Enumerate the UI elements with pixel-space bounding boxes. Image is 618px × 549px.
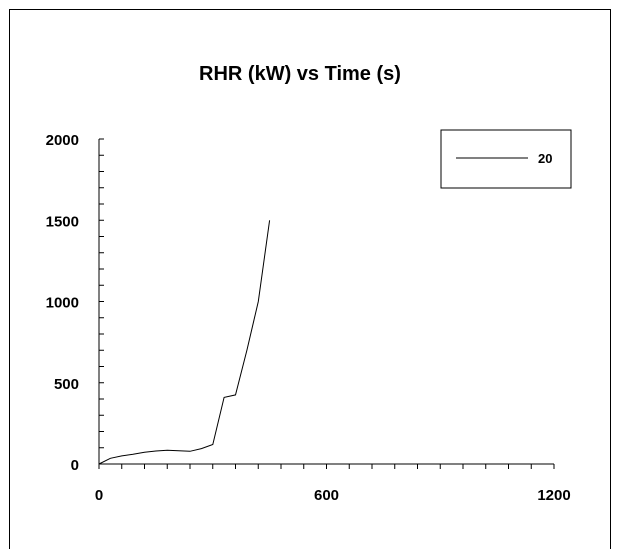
series-layer (98, 220, 271, 465)
legend: 20 (440, 129, 572, 189)
x-tick-label: 1200 (537, 487, 570, 504)
y-tick-label: 2000 (46, 132, 79, 149)
y-tick-label: 500 (54, 376, 79, 393)
tick-labels: 0 600 1200 0 500 1000 1500 2000 (46, 132, 571, 504)
ticks (98, 138, 555, 469)
y-tick-label: 1000 (46, 295, 79, 312)
y-tick-label: 1500 (46, 213, 79, 230)
series-line-20 (98, 220, 271, 465)
legend-box (440, 129, 572, 189)
x-tick-label: 600 (314, 487, 339, 504)
x-tick-label: 0 (95, 487, 103, 504)
legend-label-series: 20 (538, 151, 552, 166)
y-tick-label: 0 (71, 457, 79, 474)
chart-title: RHR (kW) vs Time (s) (199, 63, 401, 85)
